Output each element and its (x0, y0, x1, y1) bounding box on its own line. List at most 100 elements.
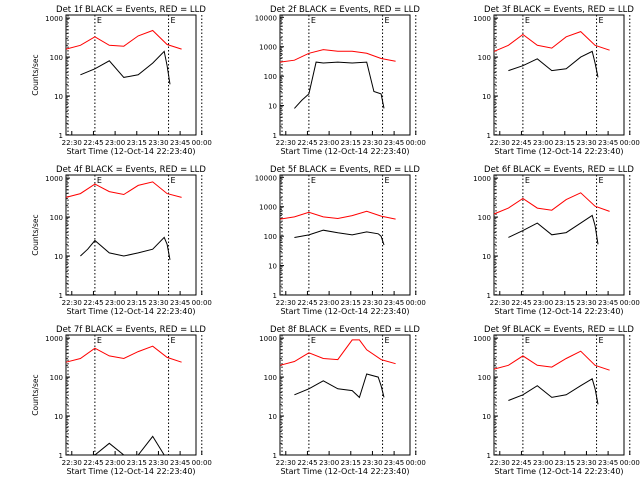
chart-panel-2: Det 2f BLACK = Events, RED = LLD 1 10 100 10… (255, 5, 426, 156)
x-tick-label: 23:00 (533, 459, 553, 467)
event-marker-label: E (97, 16, 102, 25)
event-marker-label: E (525, 336, 530, 345)
y-tick-label: 100 (264, 73, 277, 81)
x-tick-label: 22:30 (62, 299, 82, 307)
y-tick-label: 10 (54, 253, 63, 261)
chart-panel-9: Det 9f BLACK = Events, RED = LLD 1 10 100 10… (473, 325, 640, 476)
y-axis-label: Counts/sec (31, 54, 40, 95)
x-tick-label: 23:00 (105, 139, 125, 147)
event-marker-label: E (599, 336, 604, 345)
x-tick-label: 23:30 (576, 299, 596, 307)
lld-series-line (65, 29, 182, 50)
y-tick-label: 1 (59, 132, 63, 140)
y-tick-label: 1 (487, 452, 491, 460)
y-axis-label: Counts/sec (31, 374, 40, 415)
x-tick-label: 22:45 (297, 459, 317, 467)
y-axis-label: Counts/sec (31, 214, 40, 255)
y-tick-label: 1000 (259, 335, 277, 343)
lld-series-line (493, 31, 610, 52)
x-tick-label: 23:45 (384, 299, 404, 307)
x-axis-label: Start Time (12-Oct-14 22:23:40) (280, 467, 409, 476)
chart-panel-8: Det 8f BLACK = Events, RED = LLD 1 10 100 10… (259, 325, 426, 476)
events-series-line (294, 229, 385, 246)
x-tick-label: 23:45 (170, 459, 190, 467)
x-tick-label: 23:00 (319, 459, 339, 467)
plot-frame (279, 14, 411, 136)
chart-panel-4: Det 4f BLACK = Events, RED = LLD 1 10 100 10… (31, 165, 212, 316)
x-tick-label: 23:45 (170, 299, 190, 307)
x-tick-label: 23:30 (362, 299, 382, 307)
x-tick-label: 22:45 (511, 139, 531, 147)
x-axis-label: Start Time (12-Oct-14 22:23:40) (280, 147, 409, 156)
x-axis-label: Start Time (12-Oct-14 22:23:40) (494, 147, 623, 156)
x-tick-label: 23:00 (105, 299, 125, 307)
y-tick-label: 1000 (259, 204, 277, 212)
x-tick-label: 22:45 (83, 139, 103, 147)
x-axis-label: Start Time (12-Oct-14 22:23:40) (494, 307, 623, 316)
chart-title: Det 6f BLACK = Events, RED = LLD (484, 165, 634, 175)
events-series-line (80, 236, 171, 260)
x-tick-label: 22:30 (490, 459, 510, 467)
x-tick-label: 23:00 (105, 459, 125, 467)
y-tick-label: 1 (487, 292, 491, 300)
plot-frame (65, 334, 197, 456)
plot-frame (493, 174, 625, 296)
y-tick-label: 1 (273, 452, 277, 460)
event-marker-label: E (525, 16, 530, 25)
y-tick-label: 1000 (45, 15, 63, 23)
events-series-line (294, 373, 385, 399)
x-tick-label: 23:30 (148, 139, 168, 147)
y-tick-label: 100 (50, 374, 63, 382)
y-tick-label: 100 (478, 374, 491, 382)
y-tick-label: 10 (482, 413, 491, 421)
y-tick-label: 10 (268, 413, 277, 421)
x-tick-label: 22:30 (62, 459, 82, 467)
x-tick-label: 23:45 (598, 139, 618, 147)
x-tick-label: 23:15 (341, 299, 361, 307)
plot-frame (279, 174, 411, 296)
x-tick-label: 22:30 (276, 459, 296, 467)
y-tick-label: 10000 (255, 174, 277, 182)
event-marker-label: E (171, 16, 176, 25)
x-tick-label: 00:00 (406, 139, 426, 147)
event-marker-label: E (599, 16, 604, 25)
events-series-line (80, 435, 165, 456)
events-series-line (294, 61, 385, 109)
chart-title: Det 4f BLACK = Events, RED = LLD (56, 165, 206, 175)
lld-series-line (493, 192, 610, 215)
events-series-line (508, 378, 599, 405)
chart-title: Det 9f BLACK = Events, RED = LLD (484, 325, 634, 335)
y-tick-label: 1000 (45, 175, 63, 183)
lld-series-line (279, 210, 396, 220)
x-tick-label: 23:45 (598, 299, 618, 307)
x-tick-label: 23:15 (341, 459, 361, 467)
x-tick-label: 22:45 (511, 459, 531, 467)
x-tick-label: 00:00 (192, 299, 212, 307)
x-tick-label: 23:45 (170, 139, 190, 147)
chart-title: Det 7f BLACK = Events, RED = LLD (56, 325, 206, 335)
chart-title: Det 3f BLACK = Events, RED = LLD (484, 5, 634, 15)
x-tick-label: 23:15 (555, 459, 575, 467)
x-tick-label: 22:45 (83, 459, 103, 467)
x-tick-label: 22:45 (297, 139, 317, 147)
events-series-line (508, 214, 599, 245)
x-tick-label: 22:45 (297, 299, 317, 307)
x-tick-label: 23:30 (576, 139, 596, 147)
plot-frame (65, 14, 197, 136)
event-marker-label: E (311, 336, 316, 345)
plot-frame (493, 14, 625, 136)
y-tick-label: 10 (482, 253, 491, 261)
y-tick-label: 1 (59, 452, 63, 460)
y-tick-label: 1 (273, 292, 277, 300)
x-tick-label: 23:30 (362, 139, 382, 147)
x-tick-label: 23:45 (384, 139, 404, 147)
x-tick-label: 23:45 (598, 459, 618, 467)
y-tick-label: 1000 (473, 175, 491, 183)
chart-title: Det 5f BLACK = Events, RED = LLD (270, 165, 420, 175)
x-axis-label: Start Time (12-Oct-14 22:23:40) (66, 307, 195, 316)
x-tick-label: 23:15 (127, 299, 147, 307)
plot-frame (279, 334, 411, 456)
plot-frame (65, 174, 197, 296)
event-marker-label: E (171, 176, 176, 185)
